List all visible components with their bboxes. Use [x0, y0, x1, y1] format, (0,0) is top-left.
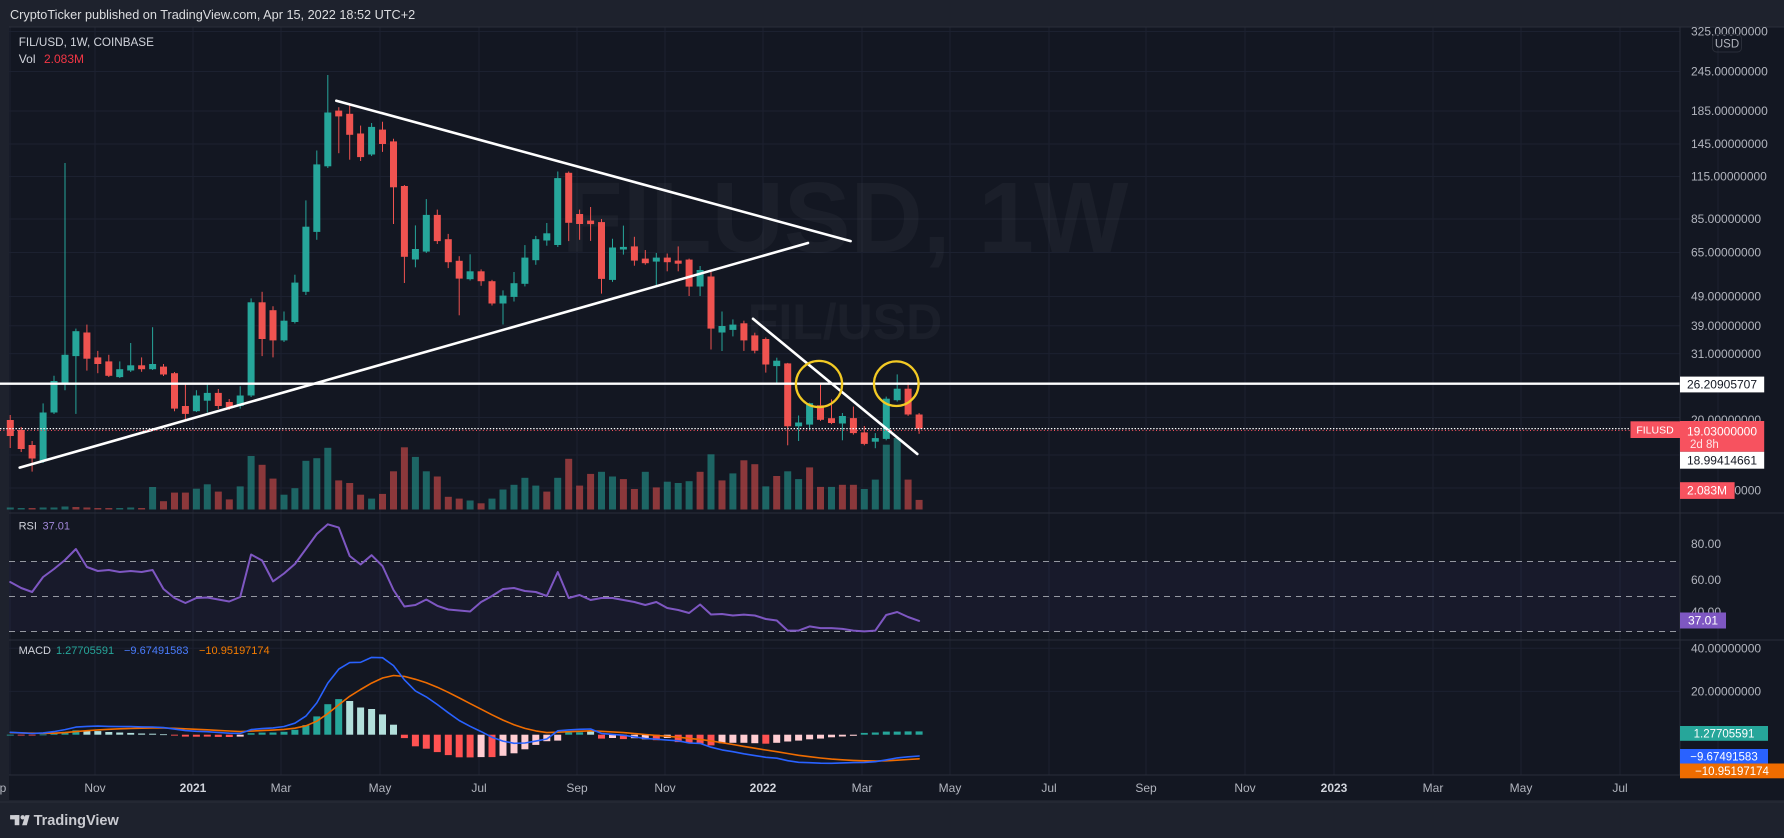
- svg-text:USD: USD: [1715, 39, 1739, 51]
- svg-text:Nov: Nov: [1234, 781, 1255, 795]
- svg-text:60.00: 60.00: [1691, 573, 1721, 587]
- svg-text:325.00000000: 325.00000000: [1691, 25, 1768, 39]
- svg-text:2021: 2021: [180, 781, 207, 795]
- svg-text:Mar: Mar: [271, 781, 292, 795]
- svg-text:1.27705591: 1.27705591: [56, 645, 114, 657]
- svg-text:−9.67491583: −9.67491583: [124, 645, 189, 657]
- svg-text:−9.67491583: −9.67491583: [1690, 751, 1757, 763]
- svg-text:May: May: [939, 781, 962, 795]
- svg-text:145.00000000: 145.00000000: [1691, 137, 1768, 151]
- svg-text:2d 8h: 2d 8h: [1690, 439, 1719, 451]
- svg-text:−10.95197174: −10.95197174: [199, 645, 270, 657]
- svg-text:RSI: RSI: [19, 521, 37, 533]
- svg-text:185.00000000: 185.00000000: [1691, 104, 1768, 118]
- svg-text:18.99414661: 18.99414661: [1687, 453, 1757, 467]
- svg-text:20.00000000: 20.00000000: [1691, 685, 1761, 699]
- svg-text:Jul: Jul: [1041, 781, 1056, 795]
- svg-text:FIL/USD, 1W, COINBASE: FIL/USD, 1W, COINBASE: [19, 36, 154, 49]
- svg-text:85.00000000: 85.00000000: [1691, 212, 1761, 226]
- svg-text:Nov: Nov: [84, 781, 105, 795]
- svg-text:Mar: Mar: [852, 781, 873, 795]
- svg-text:2023: 2023: [1321, 781, 1348, 795]
- svg-text:1.27705591: 1.27705591: [1694, 728, 1755, 740]
- svg-text:TradingView: TradingView: [34, 813, 120, 829]
- svg-text:2022: 2022: [750, 781, 777, 795]
- svg-text:FILUSD: FILUSD: [1636, 424, 1674, 436]
- svg-text:2.083M: 2.083M: [1687, 484, 1727, 498]
- svg-text:39.00000000: 39.00000000: [1691, 319, 1761, 333]
- svg-text:May: May: [1510, 781, 1533, 795]
- svg-text:CryptoTicker published on Trad: CryptoTicker published on TradingView.co…: [10, 8, 415, 22]
- svg-text:37.01: 37.01: [43, 521, 71, 533]
- svg-text:May: May: [369, 781, 392, 795]
- svg-text:p: p: [0, 781, 7, 795]
- svg-text:Nov: Nov: [654, 781, 675, 795]
- svg-text:Jul: Jul: [471, 781, 486, 795]
- svg-text:115.00000000: 115.00000000: [1691, 170, 1767, 184]
- svg-text:26.20905707: 26.20905707: [1687, 378, 1757, 392]
- svg-text:FIL/USD: FIL/USD: [748, 294, 942, 350]
- svg-text:2.083M: 2.083M: [44, 52, 84, 66]
- svg-text:Sep: Sep: [566, 781, 588, 795]
- svg-text:MACD: MACD: [19, 645, 51, 657]
- svg-text:65.00000000: 65.00000000: [1691, 246, 1761, 260]
- svg-text:49.00000000: 49.00000000: [1691, 290, 1761, 304]
- svg-text:Mar: Mar: [1423, 781, 1444, 795]
- svg-text:FILUSD, 1W: FILUSD, 1W: [562, 162, 1129, 274]
- svg-text:40.00000000: 40.00000000: [1691, 641, 1761, 655]
- svg-text:31.00000000: 31.00000000: [1691, 347, 1761, 361]
- svg-text:−10.95197174: −10.95197174: [1695, 766, 1769, 778]
- svg-text:19.03000000: 19.03000000: [1687, 424, 1757, 438]
- svg-text:Vol: Vol: [19, 52, 36, 66]
- svg-text:37.01: 37.01: [1688, 614, 1718, 628]
- svg-text:80.00: 80.00: [1691, 537, 1721, 551]
- svg-text:245.00000000: 245.00000000: [1691, 65, 1768, 79]
- svg-text:Sep: Sep: [1135, 781, 1157, 795]
- svg-text:Jul: Jul: [1612, 781, 1627, 795]
